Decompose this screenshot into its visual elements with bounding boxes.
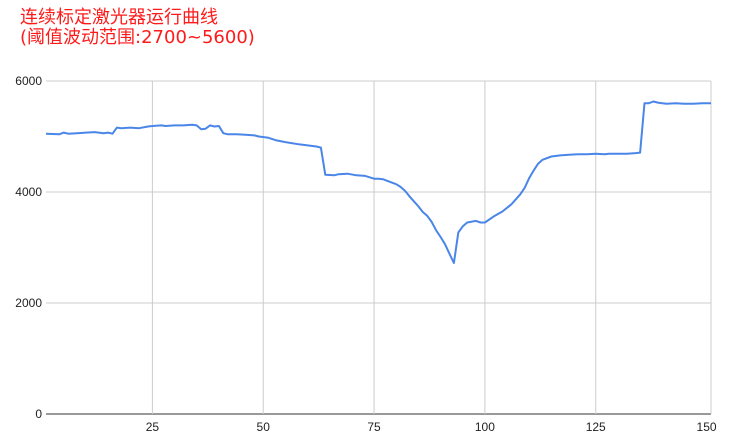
chart-title: 连续标定激光器运行曲线 (阈值波动范围:2700~5600) (20, 8, 255, 48)
x-tick-label: 150 (697, 420, 717, 434)
x-tick-label: 50 (257, 420, 271, 434)
y-axis-tick-labels: 0 2000 4000 6000 (15, 74, 42, 421)
y-tick-label: 4000 (15, 185, 42, 199)
x-tick-label: 125 (586, 420, 606, 434)
y-tick-label: 6000 (15, 74, 42, 88)
chart-title-line2: (阈值波动范围:2700~5600) (20, 27, 255, 48)
series-group (45, 100, 711, 264)
x-tick-label: 25 (146, 420, 160, 434)
grid (46, 80, 712, 415)
x-tick-label: 75 (367, 420, 381, 434)
series-line (45, 100, 711, 264)
chart-title-line1: 连续标定激光器运行曲线 (20, 7, 218, 28)
x-axis-tick-labels: 25 50 75 100 125 150 (146, 420, 717, 434)
y-tick-label: 2000 (15, 296, 42, 310)
y-tick-label: 0 (35, 407, 42, 421)
x-tick-label: 100 (475, 420, 495, 434)
